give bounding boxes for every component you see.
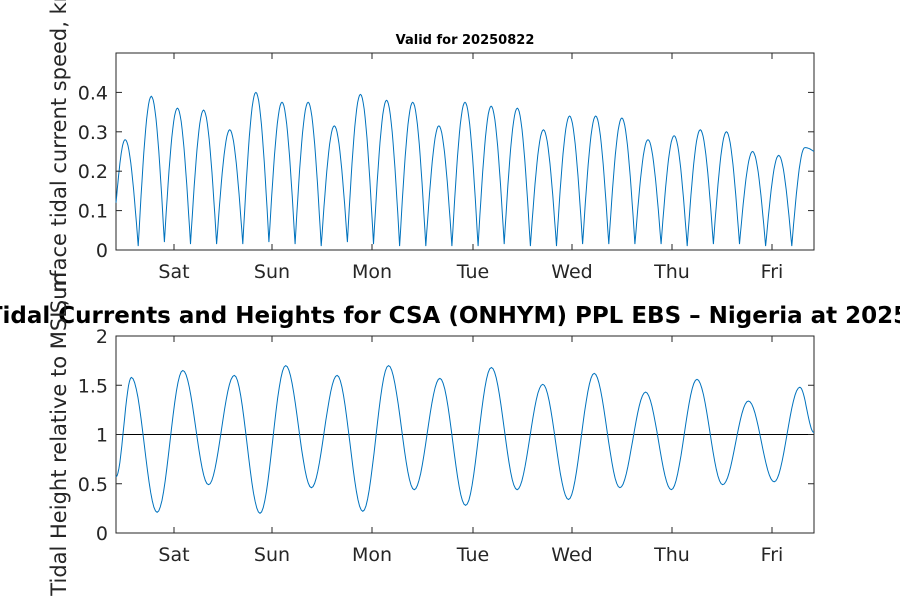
tidal-height-x-tick-label: Sat	[158, 544, 189, 566]
current-speed-y-tick-label: 0.1	[78, 201, 108, 223]
current-speed-y-axis-label: Surface tidal current speed, kn	[47, 0, 71, 313]
current-speed-x-tick-label: Wed	[551, 261, 592, 283]
current-speed-y-tick-label: 0.4	[78, 82, 108, 104]
tidal-height-x-ticks: Sat Sun Mon Tue Wed Thu Fri	[158, 336, 783, 566]
current-speed-x-ticks: Sat Sun Mon Tue Wed Thu Fri	[158, 53, 783, 283]
current-speed-x-tick-label: Thu	[653, 261, 690, 283]
tidal-height-y-tick-label: 2	[96, 326, 108, 348]
tidal-height-y-axis-label: Tidal Height relative to MSL, m	[47, 272, 71, 596]
tidal-height-y-tick-label: 1	[96, 425, 108, 447]
current-speed-x-tick-label: Mon	[352, 261, 392, 283]
tidal-height-x-tick-label: Sun	[254, 544, 290, 566]
current-speed-axes-box	[115, 52, 815, 251]
tidal-height-y-tick-label: 0	[96, 523, 108, 545]
tidal-height-x-tick-label: Tue	[456, 544, 489, 566]
current-speed-x-tick-label: Sun	[254, 261, 290, 283]
current-speed-title: Valid for 20250822	[396, 33, 535, 48]
tidal-height-title: Tidal Currents and Heights for CSA (ONHY…	[0, 303, 900, 329]
tidal-height-x-tick-label: Thu	[653, 544, 690, 566]
current-speed-y-ticks: 0 0.1 0.2 0.3 0.4	[78, 82, 814, 262]
tidal-height-y-tick-label: 0.5	[78, 474, 108, 496]
tidal-height-x-tick-label: Fri	[761, 544, 784, 566]
tidal-height-panel: 0 0.5 1 1.5 2 Sat Sun Mon Tue Wed Thu Fri Tidal Cu…	[0, 272, 900, 596]
current-speed-x-tick-label: Sat	[158, 261, 189, 283]
current-speed-y-tick-label: 0.3	[78, 122, 108, 144]
current-speed-y-tick-label: 0	[96, 240, 108, 262]
current-speed-y-tick-label: 0.2	[78, 161, 108, 183]
current-speed-series-line	[115, 91, 815, 247]
current-speed-x-tick-label: Tue	[456, 261, 489, 283]
tidal-height-x-tick-label: Wed	[551, 544, 592, 566]
tidal-height-y-tick-label: 1.5	[78, 375, 108, 397]
current-speed-x-tick-label: Fri	[761, 261, 784, 283]
tidal-height-series-line	[115, 364, 815, 514]
current-speed-panel: 0 0.1 0.2 0.3 0.4 Sat Sun Mon Tue Wed Thu Fri Vali…	[47, 0, 815, 313]
tidal-height-x-tick-label: Mon	[352, 544, 392, 566]
tidal-height-y-ticks: 0 0.5 1 1.5 2	[78, 326, 814, 545]
